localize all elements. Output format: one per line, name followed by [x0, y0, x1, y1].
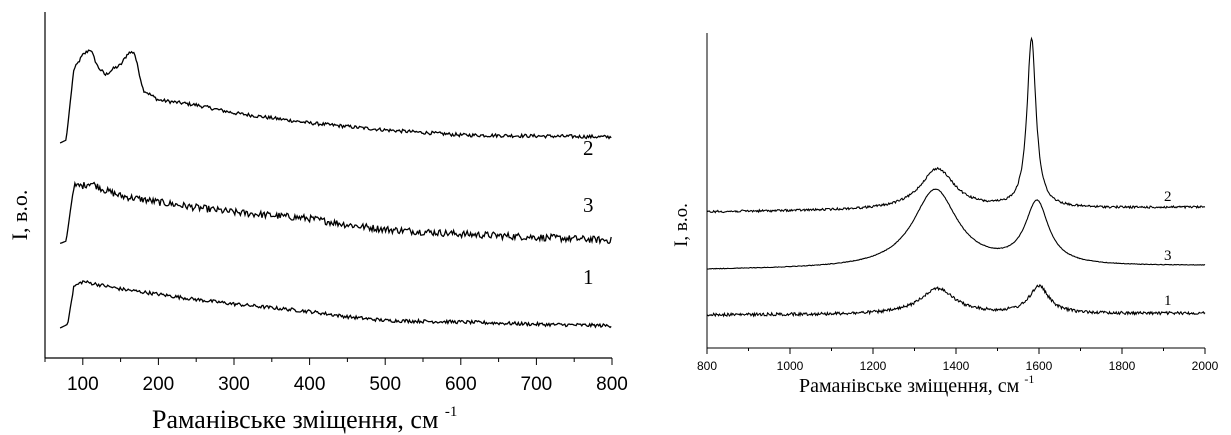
right-x-tick-label: 1800 [1109, 359, 1136, 373]
left-x-axis-label-text: Раманівське зміщення, см [152, 405, 438, 434]
right-series-line-2 [706, 36, 1206, 214]
right-series-line-1 [706, 284, 1206, 318]
right-x-tick-label: 2000 [1192, 359, 1219, 373]
right-series-label-3: 3 [1164, 248, 1172, 264]
right-series-label-1: 1 [1164, 293, 1172, 309]
left-x-axis-label: Раманівське зміщення, см -1 [152, 404, 457, 434]
left-series-label-1: 1 [583, 265, 594, 289]
right-x-tick-label: 1600 [1026, 359, 1053, 373]
right-x-tick-label: 1400 [943, 359, 970, 373]
left-x-tick-label: 200 [143, 374, 175, 395]
left-x-tick-label: 300 [218, 374, 250, 395]
left-x-tick-label: 100 [67, 374, 99, 395]
right-series-label-2: 2 [1164, 189, 1172, 205]
left-chart: 100 200 300 400 500 600 700 800 2 3 1 I, в.о. Рам… [7, 12, 628, 434]
left-x-tick-label: 400 [294, 374, 326, 395]
left-x-tick-label: 700 [521, 374, 553, 395]
left-series-line-1 [59, 280, 612, 329]
left-x-tick-label: 800 [596, 374, 628, 395]
left-series-line-3 [59, 180, 612, 246]
left-x-tick-label: 600 [445, 374, 477, 395]
right-x-axis-label-text: Раманівське зміщення, см [799, 375, 1020, 397]
right-x-axis-label: Раманівське зміщення, см -1 [799, 372, 1034, 397]
right-x-tick-label: 1200 [860, 359, 887, 373]
right-series-line-3 [706, 188, 1206, 270]
right-y-axis-label: I, в.о. [671, 203, 692, 247]
right-chart: 800 1000 1200 1400 1600 1800 2000 231 I, в.о. … [671, 33, 1219, 397]
right-x-tick-label: 1000 [777, 359, 804, 373]
left-series-line-2 [59, 49, 612, 144]
right-x-tick-label: 800 [697, 359, 717, 373]
left-y-axis-label: I, в.о. [7, 190, 32, 241]
left-x-axis-label-sup: -1 [445, 404, 458, 420]
left-x-tick-label: 500 [369, 374, 401, 395]
left-series-label-3: 3 [583, 193, 594, 217]
right-x-axis-label-sup: -1 [1024, 372, 1034, 386]
left-series-label-2: 2 [583, 136, 594, 160]
